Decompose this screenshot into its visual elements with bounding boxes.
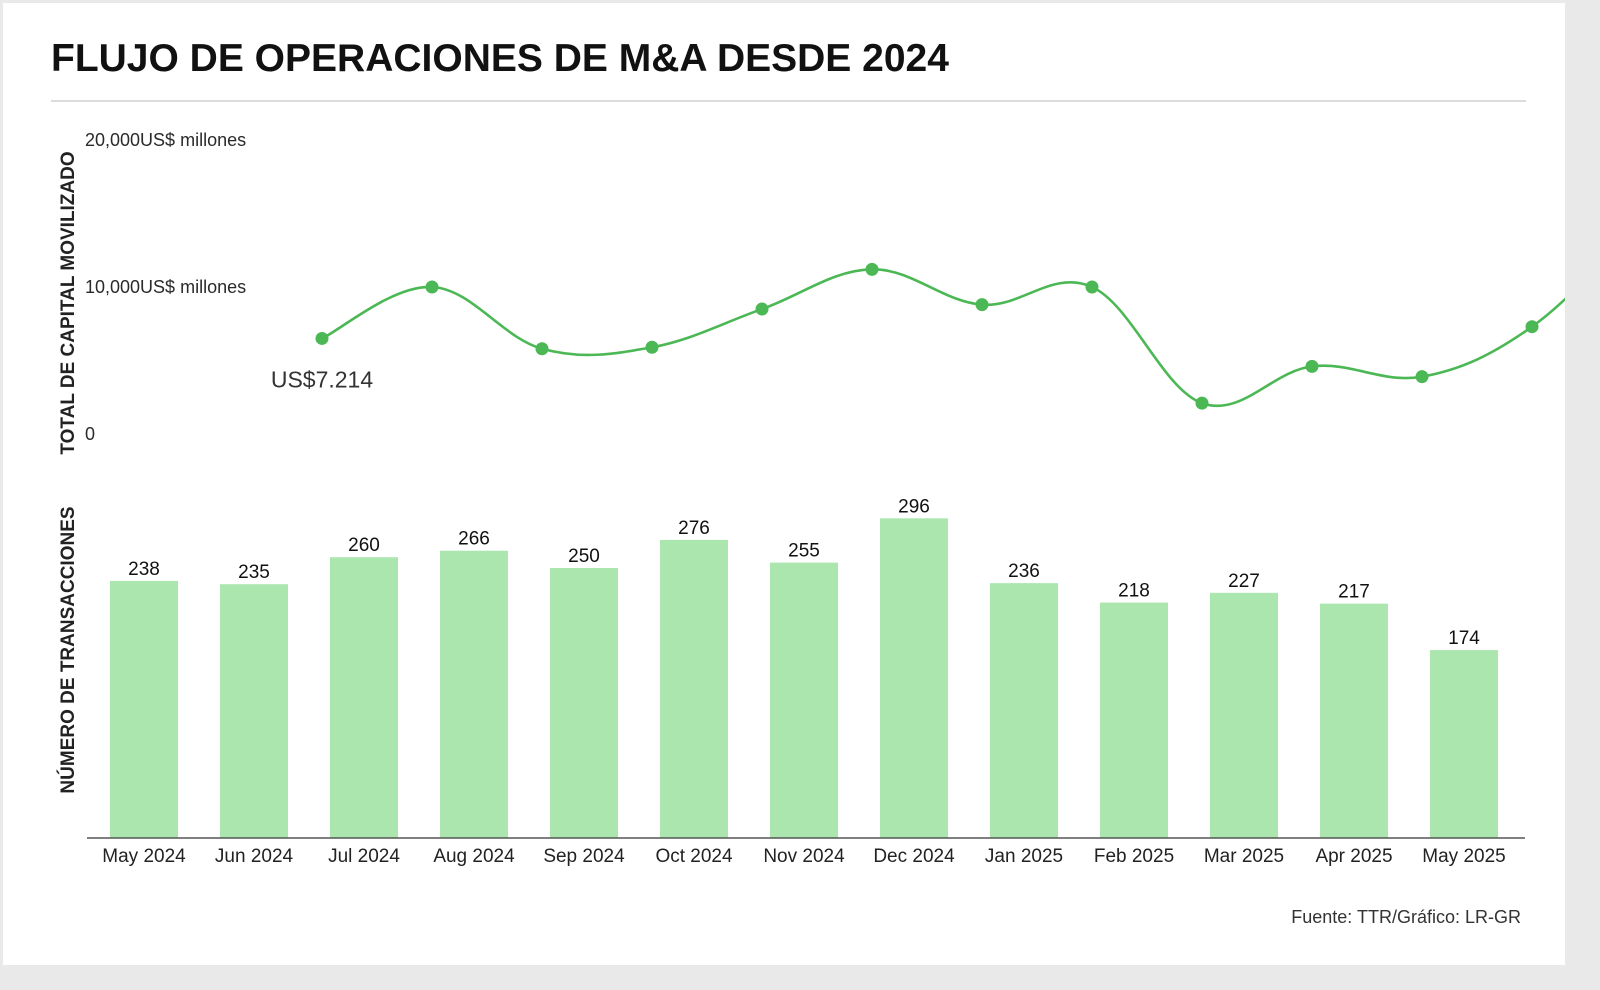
x-tick-label: Oct 2024 (655, 846, 733, 867)
line-point (535, 342, 549, 356)
bar-value-label: 250 (568, 546, 600, 567)
chart-title: FLUJO DE OPERACIONES DE M&A DESDE 2024 (51, 37, 949, 80)
bar (1320, 603, 1388, 838)
bar-value-label: 238 (128, 559, 160, 580)
x-tick-label: Apr 2025 (1315, 846, 1392, 867)
bar (1100, 602, 1168, 838)
line-ytick-label: 20,000US$ millones (85, 130, 246, 150)
line-ytick-label: 10,000US$ millones (85, 277, 246, 297)
bar-value-label: 217 (1338, 582, 1370, 603)
bar-value-label: 218 (1118, 581, 1150, 602)
x-tick-label: Jan 2025 (985, 846, 1063, 867)
line-series-path (321, 268, 1565, 407)
bar-value-label: 236 (1008, 561, 1040, 582)
chart-card: FLUJO DE OPERACIONES DE M&A DESDE 2024 2… (3, 3, 1565, 965)
bar (1430, 650, 1498, 838)
bar-value-label: 255 (788, 541, 820, 562)
bar (660, 539, 728, 838)
line-annotation: US$7.214 (271, 366, 374, 392)
x-tick-label: Jul 2024 (328, 846, 400, 867)
line-point (1195, 396, 1209, 410)
line-ylabel: TOTAL DE CAPITAL MOVILIZADO (58, 151, 79, 454)
line-point (315, 331, 329, 345)
x-tick-label: Feb 2025 (1094, 846, 1174, 867)
bar (110, 580, 178, 838)
x-tick-label: May 2024 (102, 846, 186, 867)
line-point (975, 298, 989, 312)
bar (330, 557, 398, 838)
line-point (1305, 359, 1319, 373)
line-point (645, 340, 659, 354)
line-point (755, 302, 769, 316)
bar (770, 562, 838, 838)
bar (440, 550, 508, 838)
chart-canvas: 20,000US$ millones 10,000US$ millones 0 TOT… (57, 130, 1565, 867)
bar (550, 568, 618, 838)
bar-value-label: 227 (1228, 571, 1260, 592)
bar (990, 583, 1058, 838)
x-tick-label: Jun 2024 (215, 846, 294, 867)
bar-value-label: 296 (898, 496, 930, 517)
bar-value-label: 276 (678, 518, 710, 539)
line-point (425, 280, 439, 294)
x-tick-label: Mar 2025 (1204, 846, 1284, 867)
x-tick-label: Dec 2024 (873, 846, 955, 867)
line-point (1415, 370, 1429, 384)
line-point (1525, 320, 1539, 334)
source-note: Fuente: TTR/Gráfico: LR-GR (1291, 907, 1521, 927)
bar-value-label: 235 (238, 562, 270, 583)
bar-ylabel: NÚMERO DE TRANSACCIONES (57, 506, 79, 793)
x-tick-label: May 2025 (1422, 846, 1505, 867)
line-ytick-label: 0 (85, 424, 95, 444)
x-tick-label: Aug 2024 (433, 846, 515, 867)
bar (880, 518, 948, 838)
bar-value-label: 174 (1448, 628, 1480, 649)
x-tick-label: Nov 2024 (763, 846, 845, 867)
line-point (1085, 280, 1099, 294)
bar-value-label: 266 (458, 529, 490, 550)
bar (1210, 592, 1278, 838)
bar (220, 584, 288, 838)
bar-value-label: 260 (348, 535, 380, 556)
line-point (865, 262, 879, 276)
title-divider (51, 100, 1526, 102)
x-tick-label: Sep 2024 (543, 846, 625, 867)
